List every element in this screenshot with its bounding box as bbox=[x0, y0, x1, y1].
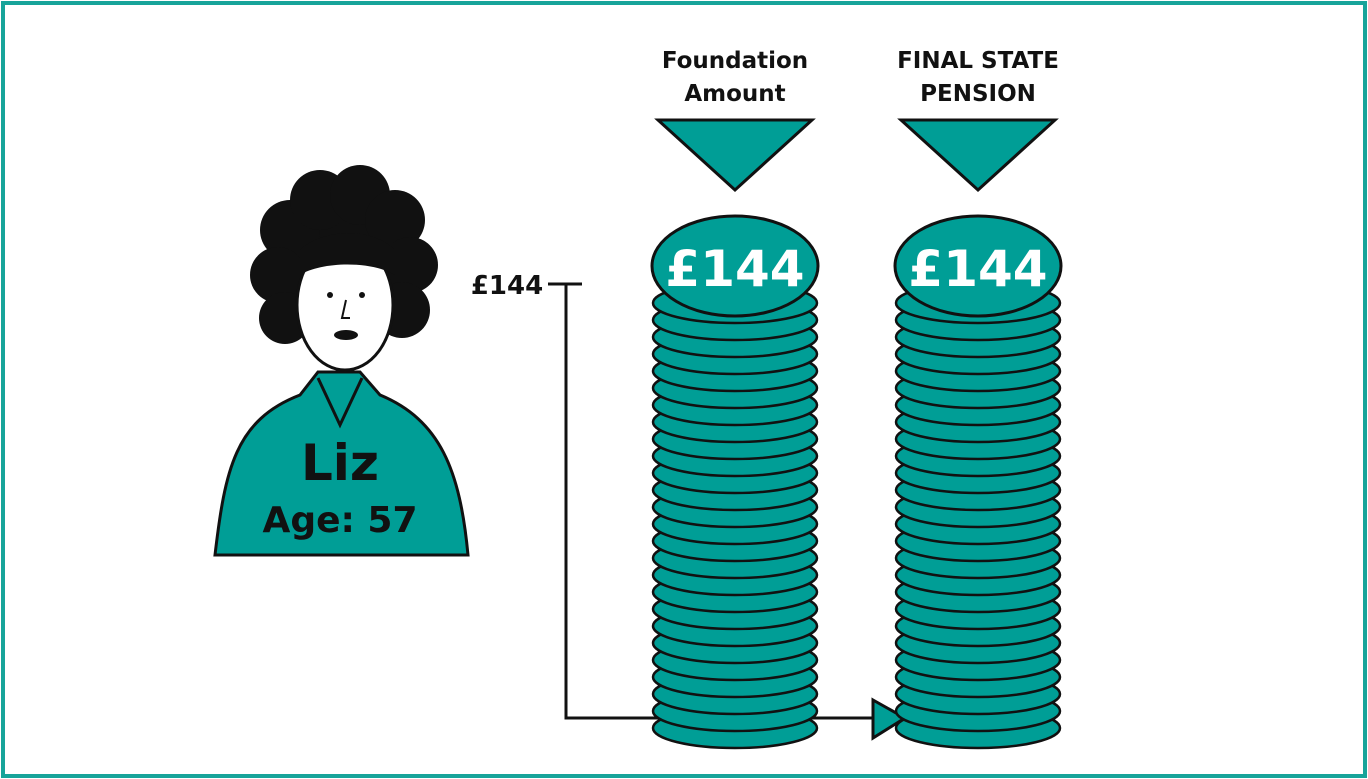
stack-title: FINAL STATE bbox=[897, 48, 1059, 74]
person-age: Age: 57 bbox=[262, 500, 417, 541]
eye bbox=[327, 292, 333, 298]
illustration: Liz Age: 57 £144 Foundation Amount £144 FIN… bbox=[0, 0, 1368, 779]
coin-label: £144 bbox=[665, 240, 804, 298]
axis-label: £144 bbox=[471, 271, 543, 301]
page: Liz Age: 57 £144 Foundation Amount £144 FIN… bbox=[0, 0, 1368, 779]
stack-title: Foundation bbox=[662, 48, 808, 74]
mouth bbox=[334, 330, 358, 340]
stack-title: PENSION bbox=[920, 81, 1036, 107]
stack-title: Amount bbox=[684, 81, 785, 107]
eye bbox=[359, 292, 365, 298]
person-name: Liz bbox=[301, 434, 379, 492]
coin-label: £144 bbox=[908, 240, 1047, 298]
